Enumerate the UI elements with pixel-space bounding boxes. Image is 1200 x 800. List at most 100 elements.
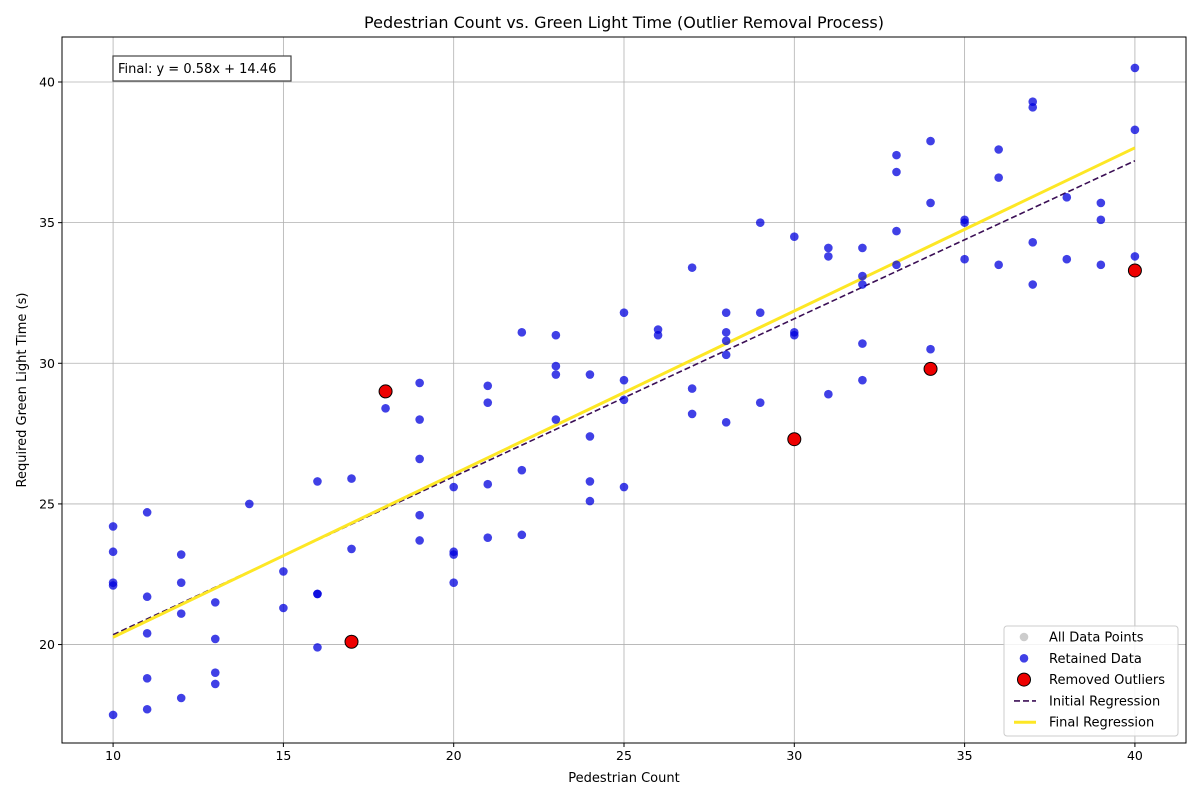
retained-point bbox=[415, 415, 424, 424]
retained-point bbox=[858, 243, 867, 253]
retained-point bbox=[824, 252, 833, 261]
retained-point bbox=[653, 330, 663, 340]
retained-point bbox=[1096, 198, 1106, 208]
legend-swatch bbox=[1019, 654, 1029, 663]
retained-point bbox=[483, 381, 493, 391]
retained-point bbox=[1028, 280, 1038, 289]
outlier-point bbox=[923, 361, 938, 376]
retained-point bbox=[483, 479, 493, 489]
retained-point bbox=[415, 378, 424, 388]
retained-point bbox=[313, 589, 322, 599]
retained-point bbox=[1062, 193, 1072, 202]
retained-point bbox=[347, 474, 356, 483]
retained-point bbox=[858, 375, 867, 385]
legend-swatch bbox=[1019, 632, 1029, 642]
outlier-point bbox=[378, 384, 393, 399]
retained-point bbox=[858, 280, 867, 289]
legend-label: Final Regression bbox=[1049, 716, 1154, 731]
retained-point bbox=[824, 243, 833, 253]
retained-point bbox=[176, 550, 186, 559]
x-axis-label: Pedestrian Count bbox=[568, 771, 679, 786]
chart-title: Pedestrian Count vs. Green Light Time (O… bbox=[364, 13, 884, 32]
retained-point bbox=[551, 361, 561, 371]
retained-point bbox=[1130, 63, 1140, 73]
retained-point bbox=[449, 578, 458, 587]
retained-point bbox=[1028, 238, 1038, 247]
outlier-point bbox=[1127, 263, 1142, 278]
legend-item-retained: Retained Data bbox=[1019, 652, 1142, 667]
retained-point bbox=[619, 395, 629, 405]
y-tick-label: 20 bbox=[39, 637, 55, 652]
retained-point bbox=[585, 432, 595, 441]
retained-point bbox=[483, 398, 493, 407]
retained-point bbox=[585, 477, 595, 486]
retained-point bbox=[108, 581, 118, 590]
retained-point bbox=[142, 592, 152, 602]
retained-point bbox=[926, 198, 935, 208]
retained-point bbox=[415, 536, 424, 545]
retained-point bbox=[142, 508, 152, 517]
legend-item-final: Final Regression bbox=[1014, 716, 1154, 731]
retained-point bbox=[994, 260, 1003, 270]
retained-point bbox=[108, 547, 118, 557]
legend-item-all: All Data Points bbox=[1019, 631, 1144, 646]
retained-point bbox=[210, 598, 220, 607]
x-tick-label: 20 bbox=[446, 748, 462, 763]
retained-point bbox=[926, 136, 935, 146]
legend-label: All Data Points bbox=[1049, 631, 1144, 646]
legend-swatch bbox=[1017, 672, 1031, 687]
retained-point bbox=[517, 465, 527, 475]
retained-point bbox=[551, 415, 561, 424]
axis-ticks: 10 15 20 25 30 35 40 20 25 30 35 40 bbox=[39, 75, 1143, 763]
x-tick-label: 40 bbox=[1127, 748, 1143, 763]
retained-point bbox=[1062, 254, 1072, 264]
retained-point bbox=[176, 693, 186, 703]
retained-point bbox=[449, 550, 458, 559]
retained-point bbox=[619, 308, 629, 317]
y-tick-label: 40 bbox=[39, 75, 55, 90]
retained-point bbox=[926, 344, 935, 354]
retained-point bbox=[721, 350, 731, 360]
legend: All Data Points Retained Data Removed Outl… bbox=[1003, 625, 1179, 737]
retained-point bbox=[619, 482, 629, 492]
retained-point bbox=[721, 418, 731, 427]
annotation-text: Final: y = 0.58x + 14.46 bbox=[118, 62, 276, 77]
retained-point bbox=[415, 510, 424, 520]
retained-point bbox=[755, 218, 765, 227]
retained-point bbox=[585, 496, 595, 506]
retained-point bbox=[142, 674, 152, 683]
retained-point bbox=[1130, 252, 1140, 261]
legend-label: Initial Regression bbox=[1049, 694, 1160, 709]
retained-point bbox=[790, 232, 799, 242]
retained-point bbox=[790, 330, 799, 340]
retained-point bbox=[858, 339, 867, 348]
y-axis-label: Required Green Light Time (s) bbox=[15, 293, 30, 488]
retained-point bbox=[960, 254, 969, 264]
retained-point bbox=[687, 263, 697, 272]
retained-point bbox=[210, 679, 220, 689]
retained-point bbox=[721, 308, 731, 317]
retained-point bbox=[142, 629, 152, 638]
retained-point bbox=[279, 567, 288, 576]
data-points bbox=[108, 63, 1142, 720]
retained-point bbox=[347, 544, 356, 554]
retained-point bbox=[1096, 260, 1106, 270]
y-tick-label: 25 bbox=[39, 496, 55, 511]
retained-point bbox=[108, 710, 118, 720]
legend-item-outlier: Removed Outliers bbox=[1017, 672, 1165, 688]
retained-point bbox=[755, 398, 765, 407]
legend-label: Retained Data bbox=[1049, 652, 1142, 667]
retained-point bbox=[483, 533, 493, 542]
retained-point bbox=[176, 578, 186, 587]
retained-point bbox=[858, 271, 867, 281]
retained-point bbox=[994, 145, 1003, 154]
retained-point bbox=[585, 370, 595, 379]
retained-point bbox=[892, 167, 901, 177]
retained-point bbox=[892, 226, 901, 236]
outlier-point bbox=[787, 432, 802, 447]
x-tick-label: 15 bbox=[275, 748, 291, 763]
retained-point bbox=[551, 330, 561, 340]
retained-point bbox=[415, 454, 424, 464]
y-tick-label: 30 bbox=[39, 356, 55, 371]
